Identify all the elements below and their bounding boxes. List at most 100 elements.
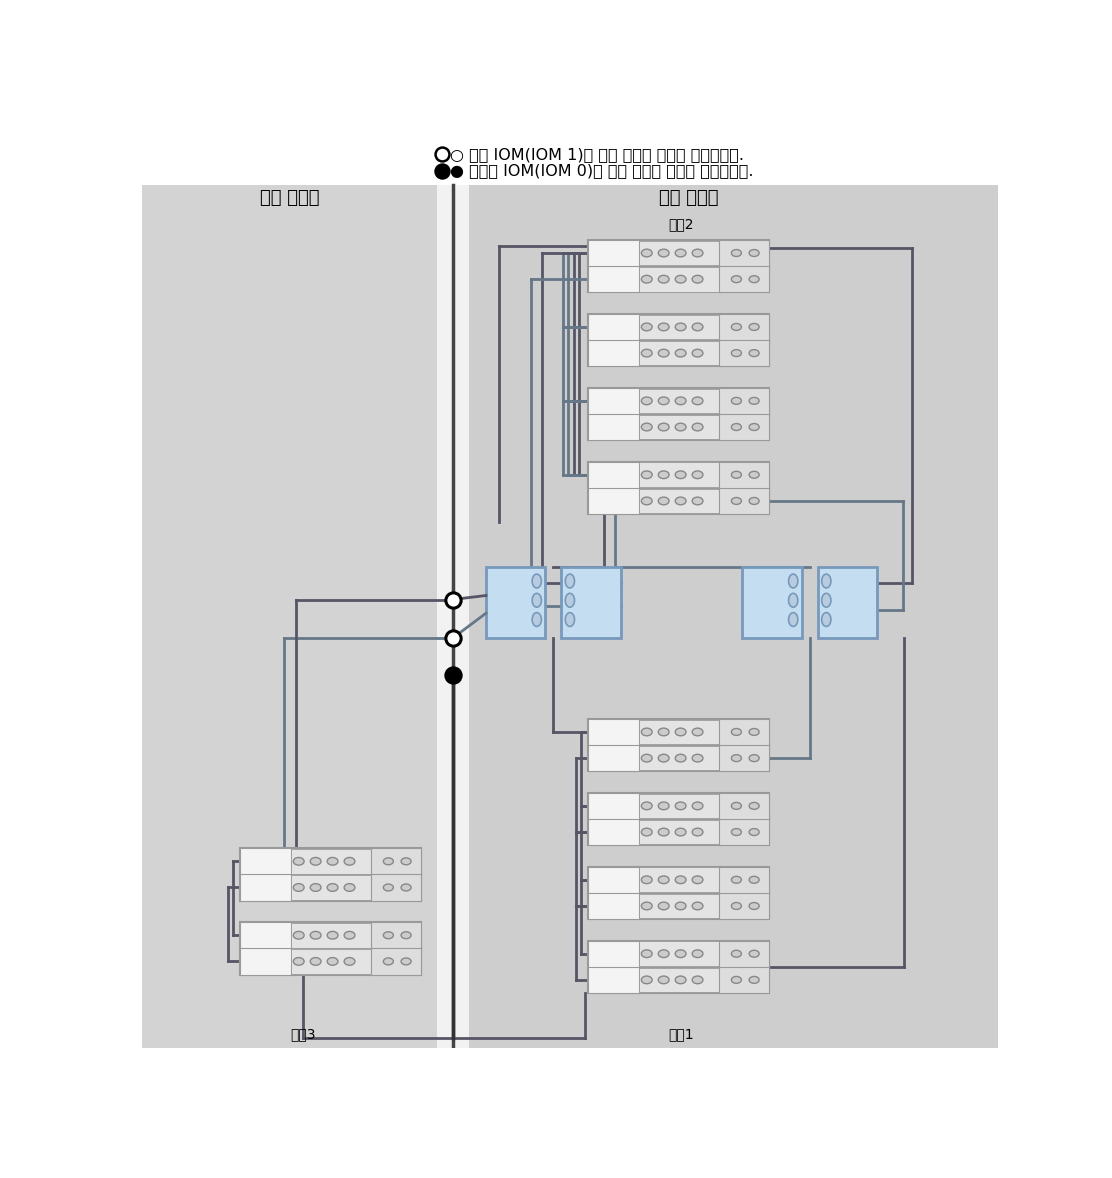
Ellipse shape — [658, 471, 669, 478]
Text: 체인2: 체인2 — [668, 217, 694, 231]
Ellipse shape — [692, 397, 703, 405]
Bar — [240, 848, 421, 900]
Ellipse shape — [675, 728, 686, 736]
Bar — [718, 388, 770, 441]
Bar — [588, 462, 639, 514]
Ellipse shape — [344, 958, 355, 965]
Ellipse shape — [732, 728, 742, 735]
Ellipse shape — [732, 876, 742, 884]
Ellipse shape — [642, 902, 652, 909]
Ellipse shape — [749, 497, 759, 504]
Ellipse shape — [642, 423, 652, 431]
Ellipse shape — [533, 613, 542, 627]
Ellipse shape — [822, 613, 831, 627]
Ellipse shape — [692, 276, 703, 283]
Ellipse shape — [788, 574, 797, 588]
Ellipse shape — [384, 932, 394, 939]
Ellipse shape — [749, 471, 759, 478]
Bar — [588, 719, 770, 772]
Ellipse shape — [675, 977, 686, 984]
Ellipse shape — [732, 276, 742, 283]
Bar — [639, 720, 718, 744]
Ellipse shape — [658, 250, 669, 257]
Text: ● 아래쪽 IOM(IOM 0)에 대한 케이블 연결을 나타냅니다.: ● 아래쪽 IOM(IOM 0)에 대한 케이블 연결을 나타냅니다. — [449, 163, 753, 178]
Ellipse shape — [401, 932, 411, 939]
Ellipse shape — [642, 754, 652, 762]
Bar — [142, 141, 999, 185]
Bar — [240, 922, 421, 974]
Bar — [291, 922, 370, 947]
Bar — [639, 867, 718, 892]
Bar — [370, 848, 421, 900]
Ellipse shape — [642, 876, 652, 884]
Ellipse shape — [675, 754, 686, 762]
Ellipse shape — [310, 858, 321, 865]
Ellipse shape — [327, 884, 338, 892]
Bar — [588, 793, 639, 845]
Ellipse shape — [675, 397, 686, 405]
Ellipse shape — [344, 932, 355, 939]
Ellipse shape — [675, 902, 686, 909]
Bar — [639, 463, 718, 487]
Ellipse shape — [675, 497, 686, 505]
Text: 기본 캐비닛: 기본 캐비닛 — [658, 188, 718, 206]
Ellipse shape — [294, 958, 304, 965]
Ellipse shape — [533, 574, 542, 588]
Ellipse shape — [344, 858, 355, 865]
Ellipse shape — [732, 755, 742, 762]
Bar — [817, 567, 877, 638]
Ellipse shape — [401, 884, 411, 891]
Ellipse shape — [732, 951, 742, 958]
Ellipse shape — [749, 876, 759, 884]
Ellipse shape — [732, 397, 742, 404]
Ellipse shape — [675, 471, 686, 478]
Bar — [639, 967, 718, 992]
Ellipse shape — [658, 802, 669, 809]
Ellipse shape — [732, 828, 742, 835]
Bar — [588, 313, 770, 366]
Ellipse shape — [565, 594, 575, 607]
Ellipse shape — [749, 902, 759, 909]
Bar — [639, 894, 718, 919]
Ellipse shape — [310, 958, 321, 965]
Ellipse shape — [658, 728, 669, 736]
Bar — [370, 922, 421, 974]
Ellipse shape — [658, 323, 669, 331]
Text: ○ 위쪽 IOM(IOM 1)에 대한 케이블 연결을 나타냅니다.: ○ 위쪽 IOM(IOM 1)에 대한 케이블 연결을 나타냅니다. — [449, 147, 744, 161]
Ellipse shape — [658, 423, 669, 431]
Bar — [588, 719, 639, 772]
Ellipse shape — [788, 613, 797, 627]
Bar — [639, 941, 718, 966]
Ellipse shape — [788, 594, 797, 607]
Ellipse shape — [732, 424, 742, 430]
Ellipse shape — [658, 977, 669, 984]
Ellipse shape — [658, 349, 669, 357]
Ellipse shape — [749, 977, 759, 984]
Ellipse shape — [692, 977, 703, 984]
Bar — [639, 315, 718, 339]
Bar — [639, 240, 718, 265]
Bar — [588, 388, 770, 441]
Ellipse shape — [692, 802, 703, 809]
Bar — [639, 794, 718, 819]
Bar — [588, 240, 639, 292]
Ellipse shape — [675, 349, 686, 357]
Ellipse shape — [749, 250, 759, 257]
Bar — [588, 867, 639, 919]
Ellipse shape — [732, 497, 742, 504]
Bar — [718, 240, 770, 292]
Ellipse shape — [642, 497, 652, 505]
Ellipse shape — [692, 323, 703, 331]
Ellipse shape — [732, 324, 742, 330]
Bar — [588, 388, 639, 441]
Ellipse shape — [642, 276, 652, 283]
Ellipse shape — [675, 876, 686, 884]
Ellipse shape — [642, 397, 652, 405]
Bar — [588, 940, 770, 993]
Ellipse shape — [692, 876, 703, 884]
Bar — [639, 489, 718, 514]
Text: 체인3: 체인3 — [290, 1027, 316, 1041]
Bar — [718, 313, 770, 366]
Ellipse shape — [749, 276, 759, 283]
Bar — [718, 940, 770, 993]
